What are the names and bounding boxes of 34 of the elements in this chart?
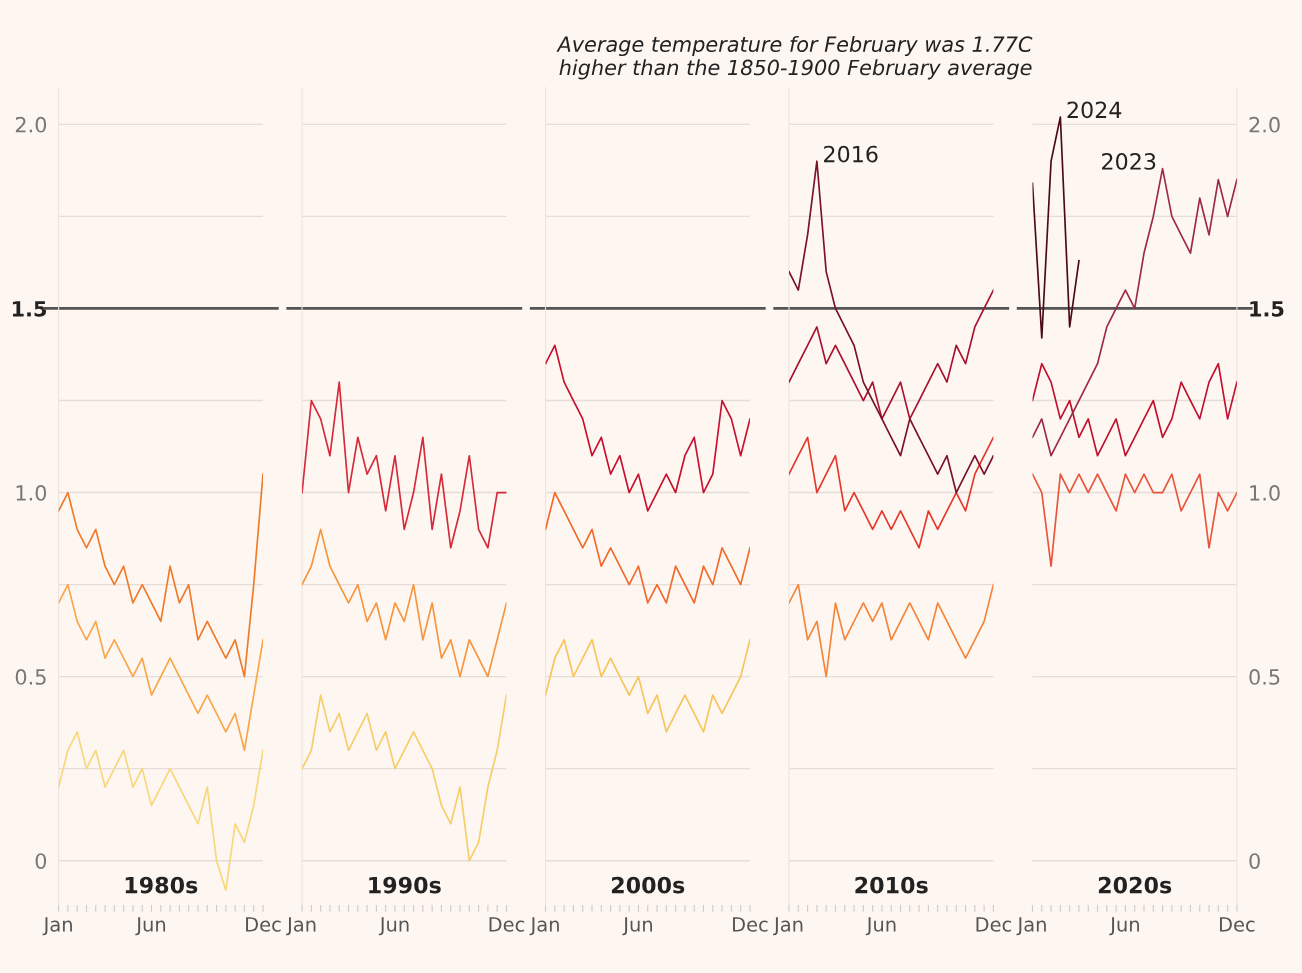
y-tick-label: 1.0 xyxy=(16,485,47,501)
x-tick-label: Jan xyxy=(286,917,316,936)
x-tick-label: Jun xyxy=(622,917,652,936)
y-tick-label: 2.0 xyxy=(15,116,47,133)
series-label: 2016 xyxy=(824,145,878,163)
series-label: 2024 xyxy=(1067,101,1122,119)
y-tick-label: 0.5 xyxy=(15,669,46,685)
y-tick-label: 1.5 xyxy=(1250,301,1284,317)
x-tick-label: Dec xyxy=(733,917,768,932)
y-tick-label: 1.0 xyxy=(1250,485,1280,501)
series-label: 2023 xyxy=(1102,153,1156,170)
x-tick-label: Dec xyxy=(1219,917,1255,932)
x-axis-title: 2000s xyxy=(611,876,685,894)
x-tick-label: Jun xyxy=(135,917,166,936)
x-tick-label: Jan xyxy=(773,917,803,936)
x-axis-title: 2020s xyxy=(1098,876,1172,894)
x-tick-label: Dec xyxy=(246,917,281,932)
x-tick-label: Jun xyxy=(1109,917,1139,936)
y-tick-label: 0 xyxy=(1249,853,1260,869)
x-axis-title: 1990s xyxy=(369,876,441,894)
y-tick-label: 0 xyxy=(35,853,47,869)
y-tick-label: 1.5 xyxy=(12,301,47,317)
text: Average temperature for February was 1.77C higher than the 1850-1900 February average xyxy=(556,35,1033,80)
y-tick-label: 2.0 xyxy=(1249,116,1280,133)
x-tick-label: Jan xyxy=(1016,917,1046,936)
x-axis-title: 1980s xyxy=(125,876,198,894)
x-tick-label: Jan xyxy=(529,917,559,936)
x-axis-title: 2010s xyxy=(855,876,928,894)
x-tick-label: Jan xyxy=(42,917,72,936)
x-tick-label: Jun xyxy=(865,917,896,936)
x-tick-label: Dec xyxy=(976,917,1012,932)
y-tick-label: 0.5 xyxy=(1249,669,1280,685)
x-tick-label: Jun xyxy=(378,917,409,936)
x-tick-label: Dec xyxy=(489,917,525,932)
